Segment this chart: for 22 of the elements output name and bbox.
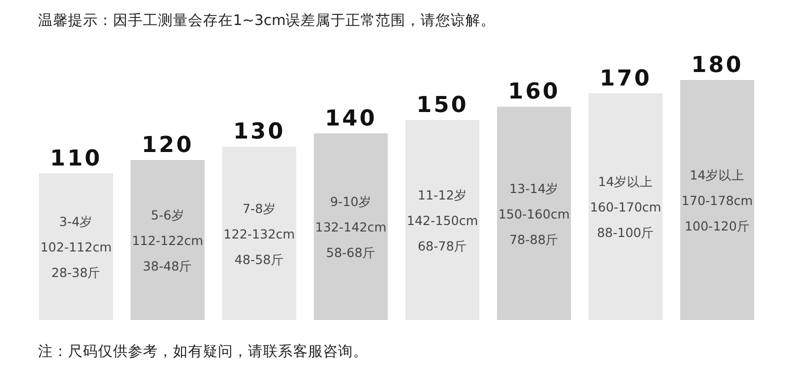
data-label: 150 xyxy=(416,93,468,118)
chart-title: 温馨提示：因手工测量会存在1~3cm误差属于正常范围，请您谅解。 xyxy=(38,12,496,29)
data-label: 120 xyxy=(142,133,194,158)
x-tick-label: 14岁以上 170-178cm 100-120斤 xyxy=(682,168,753,234)
bar xyxy=(314,133,388,320)
bar xyxy=(130,160,205,320)
data-label: 180 xyxy=(691,53,744,78)
x-tick-label: 9-10岁 132-142cm 58-68斤 xyxy=(315,194,386,260)
text: 注：尺码仅供参考，如有疑问，请联系客服咨询。 xyxy=(38,343,368,360)
x-tick-label: 3-4岁 102-112cm 28-38斤 xyxy=(40,214,112,280)
x-tick-label: 5-6岁 112-122cm 38-48斤 xyxy=(132,208,204,274)
data-label: 130 xyxy=(233,120,286,145)
x-tick-label: 13-14岁 150-160cm 78-88斤 xyxy=(498,180,570,247)
x-tick-label: 7-8岁 122-132cm 48-58斤 xyxy=(224,200,295,267)
x-tick-label: 14岁以上 160-170cm 88-100斤 xyxy=(590,174,662,240)
data-label: 160 xyxy=(508,80,560,105)
bar xyxy=(680,80,754,320)
data-label: 140 xyxy=(324,106,377,132)
data-label: 170 xyxy=(600,66,652,92)
x-tick-label: 11-12岁 142-150cm 68-78斤 xyxy=(406,188,478,254)
data-label: 110 xyxy=(50,146,102,172)
bar xyxy=(497,106,571,320)
